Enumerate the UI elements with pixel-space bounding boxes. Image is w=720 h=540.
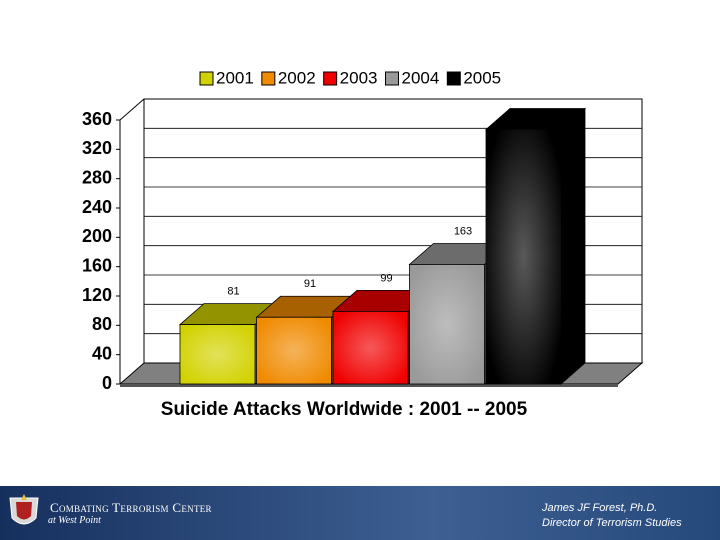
data-label: 91 — [304, 278, 316, 290]
legend-label: 2005 — [463, 68, 501, 87]
bar-side — [560, 107, 586, 385]
y-tick-label: 200 — [82, 226, 112, 246]
chart-title: Suicide Attacks Worldwide : 2001 -- 2005 — [161, 399, 528, 420]
y-tick-label: 40 — [92, 343, 112, 363]
y-tick-label: 80 — [92, 314, 112, 334]
data-label: 81 — [227, 286, 239, 298]
legend-label: 2003 — [340, 68, 378, 87]
y-tick-label: 280 — [82, 167, 112, 187]
author-role: Director of Terrorism Studies — [542, 517, 682, 529]
bar-shine — [333, 311, 408, 384]
y-tick-label: 240 — [82, 197, 112, 217]
legend-label: 2002 — [278, 68, 316, 87]
legend-swatch — [199, 71, 214, 86]
bar-shine — [409, 264, 485, 384]
legend-swatch — [261, 71, 276, 86]
y-tick-label: 360 — [82, 109, 112, 129]
bar-shine — [486, 129, 561, 384]
floor-edge — [120, 384, 618, 387]
org-place: at West Point — [48, 515, 101, 526]
legend-label: 2001 — [216, 68, 254, 87]
bar-shine — [256, 317, 332, 384]
legend-label: 2004 — [401, 68, 439, 87]
y-tick-label: 120 — [82, 285, 112, 305]
bar-shine — [180, 324, 255, 384]
data-label: 99 — [380, 272, 392, 284]
y-tick-label: 0 — [102, 373, 112, 393]
org-name: Combating Terrorism Center — [50, 500, 212, 515]
y-tick-label: 160 — [82, 255, 112, 275]
legend-swatch — [384, 71, 399, 86]
footer-bar — [0, 486, 720, 540]
chart: Suicide Attacks Worldwide : 2001 -- 2005… — [82, 68, 644, 420]
legend-swatch — [323, 71, 338, 86]
author: James JF Forest, Ph.D. — [542, 502, 658, 514]
y-tick-label: 320 — [82, 138, 112, 158]
y-axis-depth — [119, 98, 145, 121]
data-label: 163 — [454, 225, 472, 237]
logo — [9, 494, 39, 525]
legend-swatch — [446, 71, 461, 86]
